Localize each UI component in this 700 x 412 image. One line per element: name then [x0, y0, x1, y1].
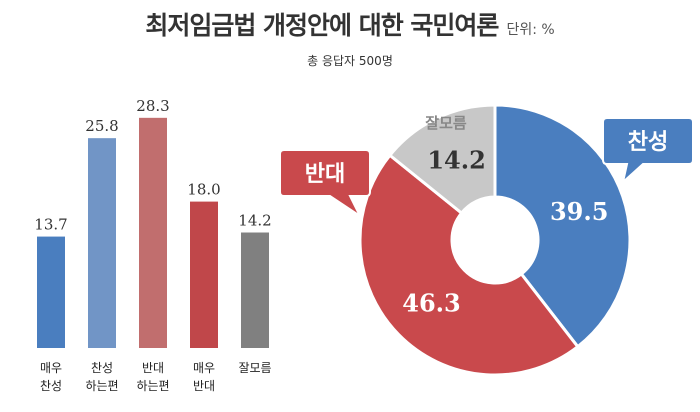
donut-value-label-3: 14.2 [427, 146, 485, 175]
donut-dontknow-label: 잘모름 [425, 114, 467, 132]
chart-title-text: 최저임금법 개정안에 대한 국민여론 [145, 11, 499, 40]
callout-oppose-box [279, 149, 371, 219]
callout-approve-box [602, 117, 694, 185]
bar-2 [88, 138, 116, 348]
bar-value-label-3: 28.3 [136, 97, 169, 115]
bar-chart: 13.7매우찬성25.8찬성하는편28.3반대하는편18.0매우반대14.2잘모… [34, 97, 271, 393]
bar-value-label-5: 14.2 [238, 212, 271, 230]
category-label-2-line2: 하는편 [85, 379, 118, 393]
donut-value-label-2: 46.3 [402, 288, 460, 317]
category-label-3-line2: 하는편 [136, 379, 169, 393]
bar-1 [37, 236, 65, 348]
donut-slice-1 [493, 103, 632, 349]
category-label-4: 매우 [193, 361, 215, 375]
category-label-1: 매우 [40, 361, 62, 375]
bar-4 [190, 201, 218, 348]
bar-3 [139, 117, 167, 349]
bar-5 [241, 232, 269, 348]
chart-subtitle: 총 응답자 500명 [307, 54, 393, 68]
callout-approve-label: 찬성 [628, 130, 668, 155]
bar-value-label-1: 13.7 [34, 216, 67, 234]
category-label-4-line2: 반대 [193, 379, 215, 393]
category-label-3: 반대 [142, 361, 164, 375]
chart-title: 최저임금법 개정안에 대한 국민여론 단위: % [0, 6, 700, 42]
category-label-2: 찬성 [91, 360, 113, 375]
bar-value-label-2: 25.8 [85, 117, 118, 135]
unit-label: 단위: % [506, 22, 555, 38]
category-label-5: 잘모름 [238, 361, 271, 375]
category-label-1-line2: 찬성 [40, 378, 62, 393]
callout-oppose-label: 반대 [305, 162, 345, 187]
bar-value-label-4: 18.0 [187, 181, 220, 199]
donut-slice-2 [358, 153, 580, 377]
donut-slice-3 [387, 103, 497, 216]
donut-value-label-1: 39.5 [550, 197, 608, 226]
